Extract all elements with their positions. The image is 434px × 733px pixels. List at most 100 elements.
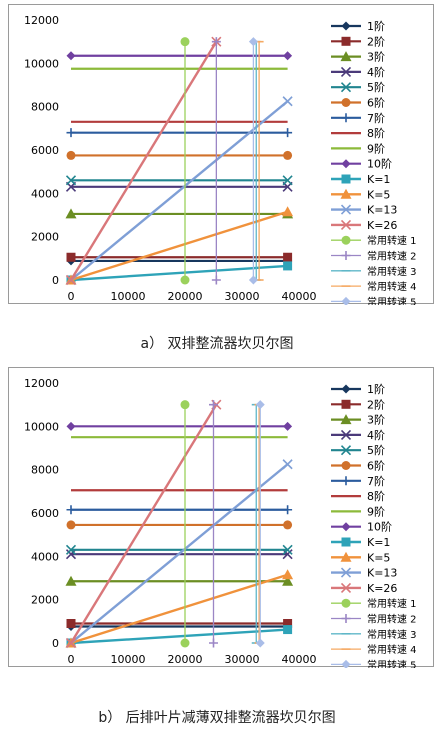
legend-marker bbox=[341, 537, 351, 547]
campbell-chart-b: 0 2000 4000 6000 8000 10000 12000 0 10000 20000 30… bbox=[8, 367, 434, 668]
legend-item: K=13 bbox=[331, 567, 397, 580]
legend-label: 常用转速 3 bbox=[367, 265, 417, 278]
mode-point bbox=[65, 208, 77, 219]
x-tick-label: 40000 bbox=[282, 290, 317, 303]
y-tick-label: 10000 bbox=[24, 420, 59, 433]
legend-marker bbox=[340, 204, 352, 215]
speed-point bbox=[180, 638, 190, 648]
chart-b-canvas: 0 2000 4000 6000 8000 10000 12000 0 10000 20000 30… bbox=[24, 377, 417, 668]
speed-point bbox=[248, 37, 258, 47]
legend-label: 9阶 bbox=[367, 504, 385, 518]
mode-point bbox=[66, 520, 76, 530]
legend-label: 常用转速 3 bbox=[367, 628, 417, 641]
legend-label: 5阶 bbox=[367, 443, 385, 457]
legend-marker bbox=[340, 429, 352, 440]
excitation-line bbox=[70, 628, 288, 645]
mode-point bbox=[283, 252, 293, 262]
legend-item: 5阶 bbox=[331, 443, 385, 457]
y-tick-label: 12000 bbox=[24, 377, 59, 390]
legend-item: 6阶 bbox=[331, 96, 385, 110]
legend-marker bbox=[341, 159, 351, 169]
mode-point bbox=[65, 175, 77, 186]
excitation-point bbox=[282, 569, 294, 580]
mode-point bbox=[66, 505, 76, 515]
mode-series bbox=[65, 175, 293, 186]
legend-item: 10阶 bbox=[331, 520, 392, 534]
legend-item: 常用转速 1 bbox=[331, 597, 417, 610]
mode-point bbox=[66, 51, 76, 61]
excitation-series bbox=[65, 36, 222, 286]
speed-point bbox=[255, 400, 265, 410]
legend-label: 常用转速 4 bbox=[367, 280, 417, 293]
legend-item: 6阶 bbox=[331, 459, 385, 473]
excitation-line bbox=[70, 573, 288, 645]
speed-point bbox=[209, 638, 218, 648]
legend-label: K=26 bbox=[367, 582, 397, 595]
speed-point bbox=[209, 400, 218, 410]
legend-marker bbox=[340, 445, 352, 456]
axes: 0 2000 4000 6000 8000 10000 12000 0 10000 20000 30… bbox=[24, 377, 317, 666]
legend-label: 3阶 bbox=[367, 413, 385, 427]
excitation-line bbox=[70, 463, 289, 644]
mode-point bbox=[283, 619, 293, 628]
legend-item: 常用转速 4 bbox=[331, 280, 417, 293]
legend-item: 8阶 bbox=[331, 126, 385, 140]
legend-label: 8阶 bbox=[367, 126, 385, 140]
plot-area bbox=[65, 36, 294, 286]
legend-marker bbox=[340, 82, 352, 93]
legend-label: 10阶 bbox=[367, 520, 392, 534]
mode-point bbox=[282, 575, 294, 586]
legend-marker bbox=[340, 582, 352, 593]
mode-series bbox=[66, 252, 293, 262]
legend-item: 1阶 bbox=[331, 19, 385, 33]
legend-label: 常用转速 4 bbox=[367, 643, 417, 656]
legend-marker bbox=[341, 98, 351, 107]
legend-marker bbox=[341, 399, 351, 409]
mode-series bbox=[66, 128, 293, 138]
y-tick-label: 6000 bbox=[31, 507, 59, 520]
speed-point bbox=[248, 275, 258, 285]
legend-marker bbox=[341, 251, 351, 260]
mode-series bbox=[65, 575, 294, 586]
plot-area bbox=[65, 399, 294, 649]
mode-point bbox=[283, 128, 293, 138]
legend-item: 常用转速 3 bbox=[331, 628, 417, 641]
mode-series bbox=[66, 421, 293, 431]
legend-label: 常用转速 2 bbox=[367, 250, 417, 263]
x-tick-label: 20000 bbox=[168, 290, 203, 303]
caption-a: a） 双排整流器坎贝尔图 bbox=[140, 336, 294, 352]
legend-item: 8阶 bbox=[331, 489, 385, 503]
legend-item: 常用转速 1 bbox=[331, 234, 417, 247]
excitation-line bbox=[70, 264, 288, 282]
legend-marker bbox=[341, 113, 351, 123]
legend-marker bbox=[341, 659, 351, 668]
legend-label: 1阶 bbox=[367, 19, 385, 33]
legend-marker bbox=[341, 174, 351, 184]
excitation-point bbox=[283, 625, 293, 635]
legend-marker bbox=[341, 36, 351, 46]
legend-label: 3阶 bbox=[367, 50, 385, 64]
legend-label: 7阶 bbox=[367, 474, 385, 488]
legend-item: K=13 bbox=[331, 204, 397, 217]
legend-label: K=1 bbox=[367, 536, 390, 549]
legend-marker bbox=[340, 66, 352, 77]
legend-item: 常用转速 4 bbox=[331, 643, 417, 656]
excitation-point bbox=[282, 96, 293, 107]
y-tick-label: 4000 bbox=[31, 550, 59, 563]
legend-marker bbox=[340, 188, 352, 199]
excitation-line bbox=[70, 100, 289, 281]
speed-point bbox=[211, 275, 221, 285]
x-tick-label: 10000 bbox=[111, 290, 146, 303]
legend-item: K=5 bbox=[331, 551, 390, 564]
legend-marker bbox=[341, 598, 351, 608]
legend-label: 2阶 bbox=[367, 34, 385, 48]
legend-label: K=1 bbox=[367, 173, 390, 186]
speed-point bbox=[180, 400, 190, 410]
legend-marker bbox=[341, 461, 351, 470]
speed-point bbox=[180, 37, 190, 47]
mode-series bbox=[66, 505, 293, 515]
x-tick-label: 0 bbox=[68, 653, 75, 666]
mode-point bbox=[66, 421, 76, 431]
legend-item: 4阶 bbox=[331, 428, 385, 442]
legend-marker bbox=[341, 21, 351, 31]
